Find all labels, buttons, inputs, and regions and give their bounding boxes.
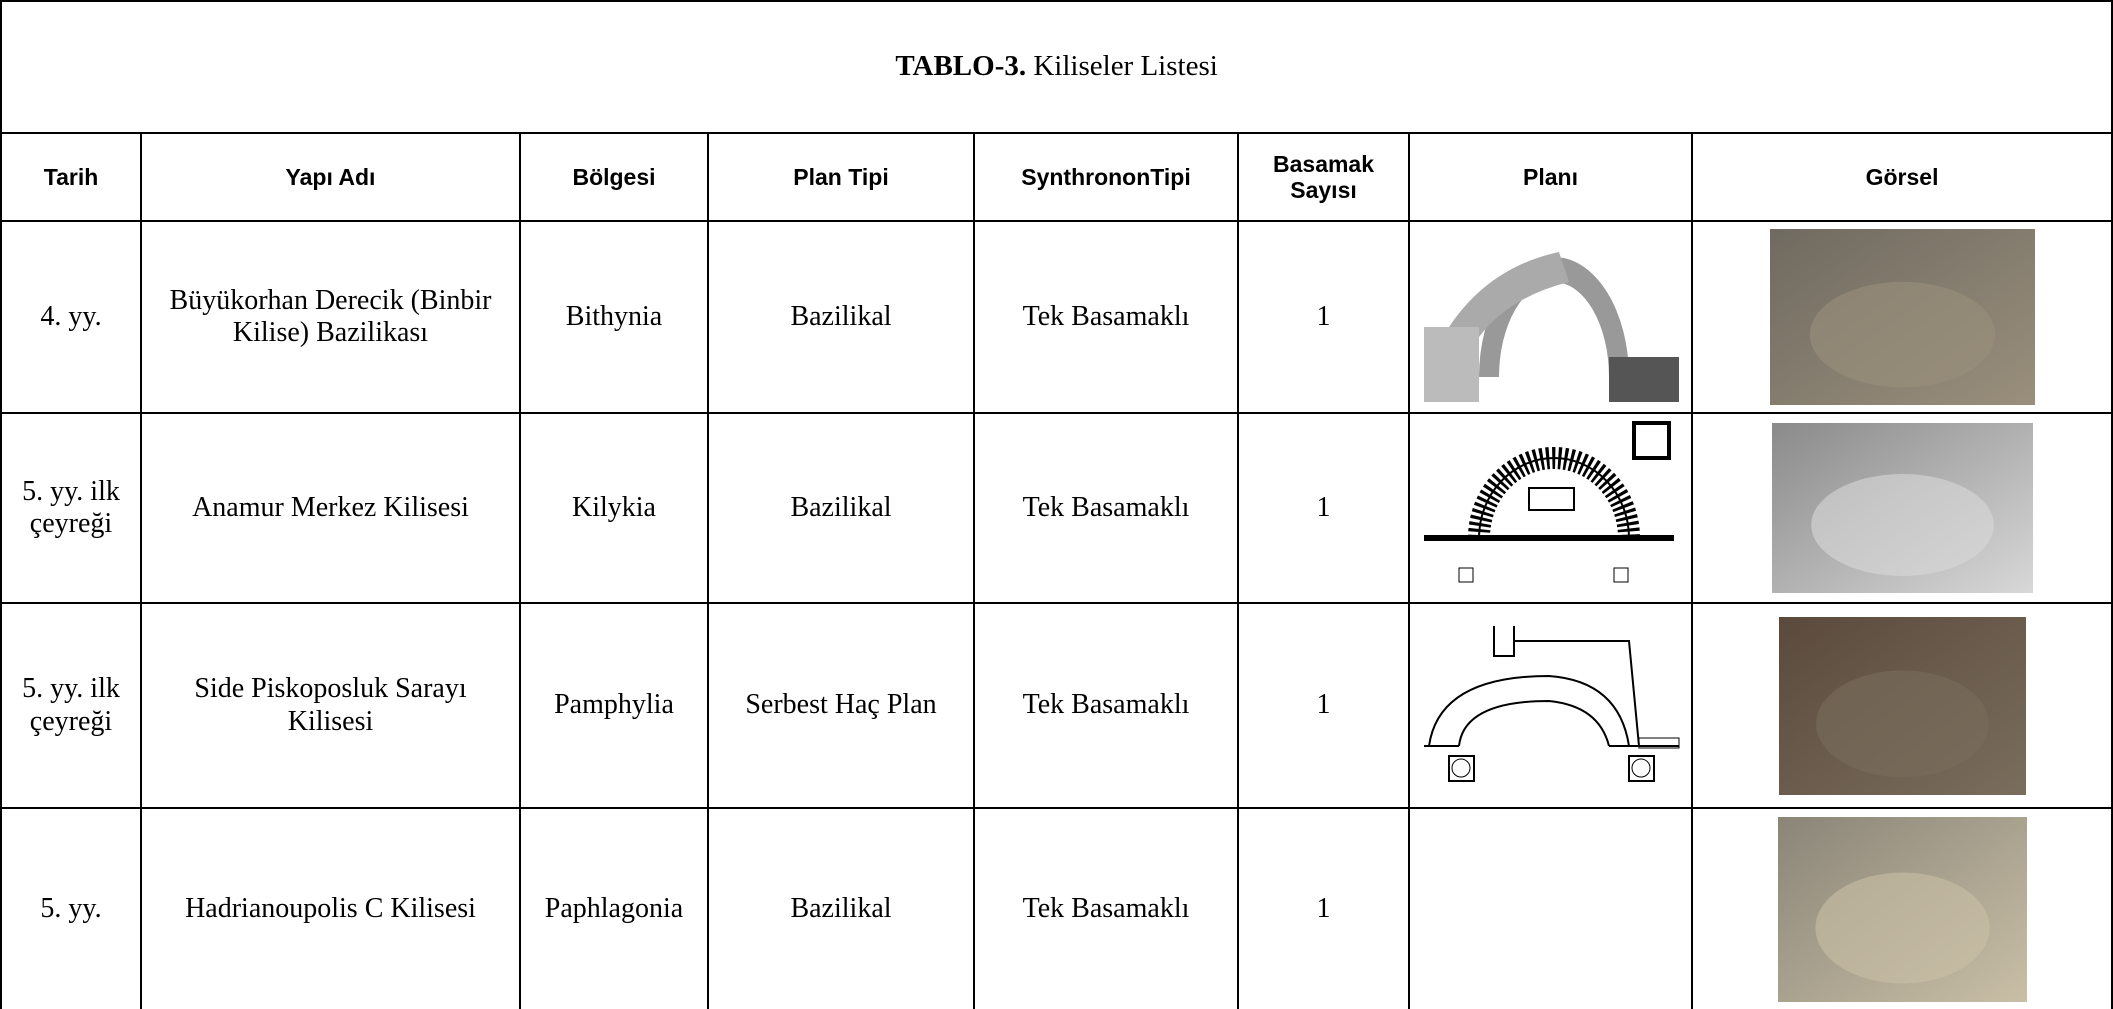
plan-drawing [1419, 615, 1682, 796]
plan-drawing [1419, 227, 1682, 407]
table-cell: 5. yy. ilk çeyreği [0, 602, 142, 809]
table-cell: Tek Basamaklı [973, 602, 1239, 809]
header-cell: Plan Tipi [707, 132, 975, 222]
table-cell: 5. yy. [0, 807, 142, 1009]
table-cell: Tek Basamaklı [973, 807, 1239, 1009]
plan-cell [1408, 807, 1693, 1009]
table-cell: Anamur Merkez Kilisesi [140, 412, 521, 604]
header-row: Tarih Yapı Adı Bölgesi Plan Tipi SynthrononT… [0, 132, 2113, 222]
header-cell: Basamak Sayısı [1237, 132, 1410, 222]
table-cell: 1 [1237, 807, 1410, 1009]
photo-cell [1690, 602, 2113, 809]
header-cell: Görsel [1690, 132, 2113, 222]
header-cell: Bölgesi [519, 132, 709, 222]
plan-drawing [1419, 418, 1682, 598]
table-cell: Tek Basamaklı [973, 412, 1239, 604]
plan-cell [1408, 602, 1693, 809]
header-cell: SynthrononTipi [973, 132, 1239, 222]
header-cell: Tarih [0, 132, 142, 222]
title-text: Kiliseler Listesi [1033, 50, 1218, 83]
table-row: 5. yy. ilk çeyreği Side Piskoposluk Saray… [0, 602, 2113, 809]
table-cell: Paphlagonia [519, 807, 709, 1009]
table-cell: Bithynia [519, 220, 709, 414]
table-cell: 1 [1237, 602, 1410, 809]
table-row: 5. yy. ilk çeyreği Anamur Merkez Kilisesi… [0, 412, 2113, 604]
table-row: 4. yy. Büyükorhan Derecik (Binbir Kilise)… [0, 220, 2113, 414]
table-cell: Büyükorhan Derecik (Binbir Kilise) Bazil… [140, 220, 521, 414]
title-label: TABLO-3. [895, 50, 1027, 83]
table-cell: 1 [1237, 220, 1410, 414]
photo-cell [1690, 412, 2113, 604]
table-cell: Side Piskoposluk Sarayı Kilisesi [140, 602, 521, 809]
title-row: TABLO-3. Kiliseler Listesi [0, 0, 2113, 134]
table-cell: Kilykia [519, 412, 709, 604]
table-cell: Pamphylia [519, 602, 709, 809]
header-cell: Yapı Adı [140, 132, 521, 222]
table-body: 4. yy. Büyükorhan Derecik (Binbir Kilise)… [0, 220, 2113, 1009]
photo-cell [1690, 220, 2113, 414]
table-cell: Serbest Haç Plan [707, 602, 975, 809]
table-cell: Hadrianoupolis C Kilisesi [140, 807, 521, 1009]
table-row: 5. yy. Hadrianoupolis C Kilisesi Paphlagon… [0, 807, 2113, 1009]
table-cell: 5. yy. ilk çeyreği [0, 412, 142, 604]
table-cell: Bazilikal [707, 412, 975, 604]
photo [1777, 816, 2027, 1002]
photo [1771, 423, 2033, 593]
table-cell: Bazilikal [707, 220, 975, 414]
photo-cell [1690, 807, 2113, 1009]
plan-cell [1408, 220, 1693, 414]
table-cell: 4. yy. [0, 220, 142, 414]
table-cell: Tek Basamaklı [973, 220, 1239, 414]
title-cell: TABLO-3. Kiliseler Listesi [0, 0, 2113, 134]
header-cell: Planı [1408, 132, 1693, 222]
photo [1769, 229, 2035, 405]
table-cell: 1 [1237, 412, 1410, 604]
plan-cell [1408, 412, 1693, 604]
table-cell: Bazilikal [707, 807, 975, 1009]
photo [1778, 616, 2026, 795]
